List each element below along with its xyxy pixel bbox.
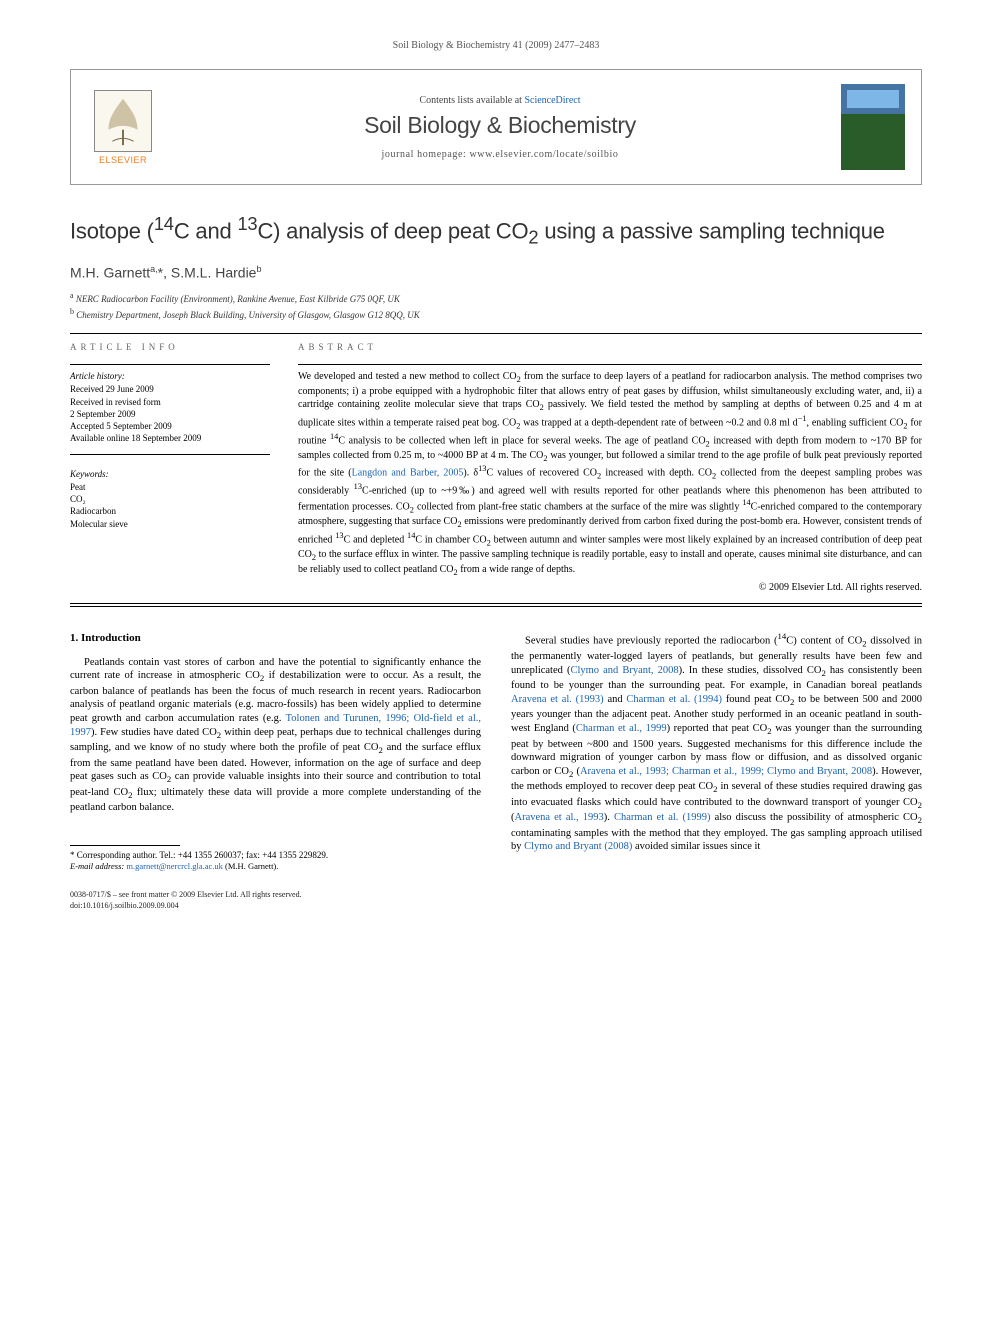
keywords-heading: Keywords: [70, 469, 270, 479]
affiliations: a NERC Radiocarbon Facility (Environment… [70, 290, 922, 321]
affiliation-b: b Chemistry Department, Joseph Black Bui… [70, 306, 922, 322]
article-info-heading: ARTICLE INFO [70, 342, 270, 352]
body-column-left: 1. Introduction Peatlands contain vast s… [70, 631, 481, 911]
author-email-link[interactable]: m.garnett@nercrcl.gla.ac.uk [126, 861, 223, 871]
abstract-heading: ABSTRACT [298, 342, 922, 352]
journal-header-center: Contents lists available at ScienceDirec… [179, 95, 821, 160]
divider [70, 333, 922, 334]
divider [70, 454, 270, 455]
email-suffix: (M.H. Garnett). [225, 861, 278, 871]
abstract-copyright: © 2009 Elsevier Ltd. All rights reserved… [298, 582, 922, 593]
publisher-logo: ELSEVIER [87, 82, 159, 172]
article-title: Isotope (14C and 13C) analysis of deep p… [70, 213, 922, 250]
section-heading: 1. Introduction [70, 631, 481, 645]
journal-homepage: journal homepage: www.elsevier.com/locat… [179, 149, 821, 160]
body-two-columns: 1. Introduction Peatlands contain vast s… [70, 631, 922, 911]
elsevier-tree-icon [94, 90, 152, 152]
sciencedirect-link[interactable]: ScienceDirect [524, 95, 580, 106]
issn-line: 0038-0717/$ – see front matter © 2009 El… [70, 890, 481, 900]
history-line: Available online 18 September 2009 [70, 432, 270, 444]
body-paragraph: Peatlands contain vast stores of carbon … [70, 656, 481, 815]
abstract-text: We developed and tested a new method to … [298, 371, 922, 578]
journal-header-box: ELSEVIER Contents lists available at Sci… [70, 69, 922, 185]
running-header: Soil Biology & Biochemistry 41 (2009) 24… [70, 40, 922, 51]
email-label: E-mail address: [70, 861, 124, 871]
affiliation-a: a NERC Radiocarbon Facility (Environment… [70, 290, 922, 306]
keyword: Peat [70, 481, 270, 493]
divider [298, 364, 922, 365]
front-matter-meta: 0038-0717/$ – see front matter © 2009 El… [70, 890, 481, 911]
history-line: 2 September 2009 [70, 408, 270, 420]
journal-cover-thumbnail [841, 84, 905, 170]
keyword: Molecular sieve [70, 518, 270, 530]
divider [70, 606, 922, 607]
publisher-name: ELSEVIER [99, 155, 147, 165]
footnote-divider [70, 845, 180, 846]
abstract-column: ABSTRACT We developed and tested a new m… [298, 342, 922, 593]
article-info-column: ARTICLE INFO Article history: Received 2… [70, 342, 270, 593]
history-line: Received 29 June 2009 [70, 383, 270, 395]
keyword: Radiocarbon [70, 505, 270, 517]
star-icon: * Corresponding author. Tel.: +44 1355 2… [70, 850, 328, 860]
doi-line: doi:10.1016/j.soilbio.2009.09.004 [70, 901, 481, 911]
history-heading: Article history: [70, 371, 270, 381]
history-line: Received in revised form [70, 396, 270, 408]
contents-prefix: Contents lists available at [419, 95, 524, 106]
authors-line: M.H. Garnetta,*, S.M.L. Hardieb [70, 264, 922, 281]
divider [70, 603, 922, 604]
divider [70, 364, 270, 365]
journal-name: Soil Biology & Biochemistry [179, 112, 821, 139]
contents-available-line: Contents lists available at ScienceDirec… [179, 95, 821, 106]
info-abstract-row: ARTICLE INFO Article history: Received 2… [70, 342, 922, 593]
body-paragraph: Several studies have previously reported… [511, 631, 922, 854]
body-column-right: Several studies have previously reported… [511, 631, 922, 911]
history-line: Accepted 5 September 2009 [70, 420, 270, 432]
keyword: CO₂ [70, 493, 270, 505]
corresponding-author-footnote: * Corresponding author. Tel.: +44 1355 2… [70, 850, 481, 873]
